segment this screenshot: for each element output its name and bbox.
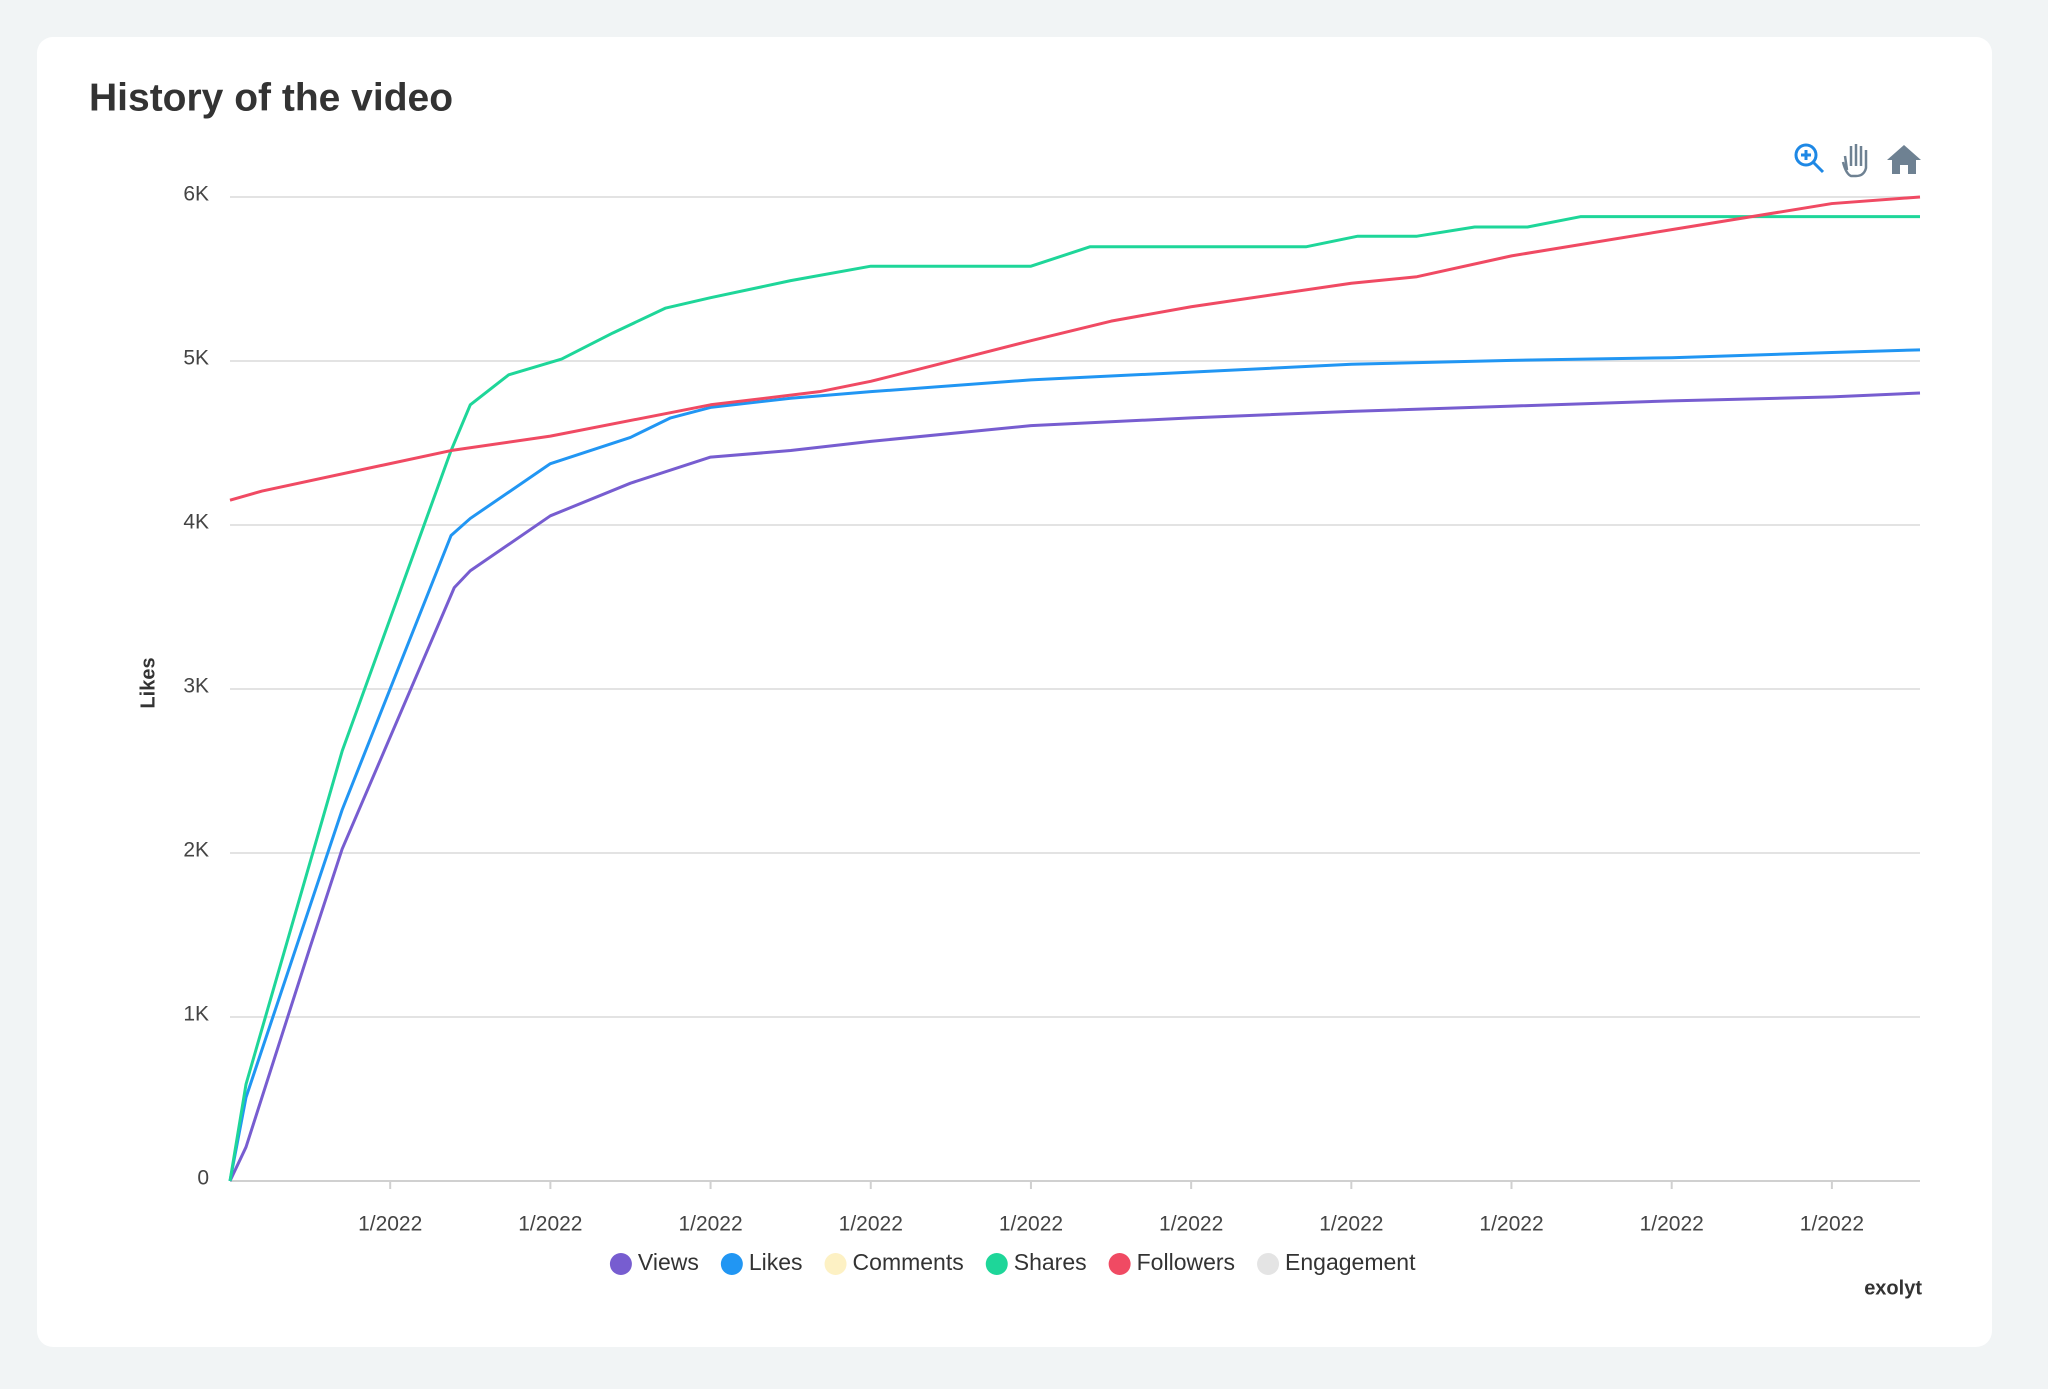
x-tick-label: 1/2022: [1800, 1213, 1864, 1236]
card: [37, 37, 1992, 1347]
y-tick-label: 0: [197, 1167, 209, 1190]
legend-item[interactable]: Comments: [824, 1249, 964, 1275]
legend-item[interactable]: Likes: [720, 1249, 803, 1275]
legend-label: Shares: [1014, 1249, 1087, 1275]
x-tick-label: 1/2022: [839, 1213, 903, 1236]
x-tick-label: 1/2022: [999, 1213, 1063, 1236]
watermark: exolyt: [1864, 1277, 1922, 1299]
x-tick-label: 1/2022: [1319, 1213, 1383, 1236]
x-tick-label: 1/2022: [1479, 1213, 1543, 1236]
legend: Views Likes Comments Shares Followers Engagem…: [609, 1249, 1416, 1275]
legend-swatch: [720, 1253, 743, 1275]
legend-label: Engagement: [1285, 1249, 1416, 1275]
legend-label: Comments: [853, 1249, 964, 1275]
line-series: [229, 195, 1921, 502]
y-tick-label: 2K: [183, 839, 209, 862]
pan-icon[interactable]: [1841, 144, 1868, 178]
x-tick-label: 1/2022: [1640, 1213, 1704, 1236]
line-series: [228, 348, 1921, 1182]
legend-item[interactable]: Followers: [1108, 1249, 1235, 1275]
y-tick-label: 3K: [183, 675, 209, 698]
chart-title: History of the video: [89, 76, 453, 119]
legend-swatch: [1257, 1253, 1280, 1275]
x-tick-label: 1/2022: [678, 1213, 742, 1236]
y-tick-label: 5K: [183, 347, 209, 370]
legend-label: Likes: [749, 1249, 803, 1275]
x-tick-label: 1/2022: [358, 1213, 422, 1236]
legend-label: Views: [638, 1249, 699, 1275]
legend-item[interactable]: Views: [609, 1249, 699, 1275]
legend-item[interactable]: Engagement: [1257, 1249, 1416, 1275]
y-tick-label: 6K: [183, 183, 209, 206]
x-tick-label: 1/2022: [518, 1213, 582, 1236]
y-tick-label: 4K: [183, 511, 209, 534]
legend-item[interactable]: Shares: [985, 1249, 1087, 1275]
legend-label: Followers: [1137, 1249, 1235, 1275]
x-tick-label: 1/2022: [1159, 1213, 1223, 1236]
line-series: [228, 215, 1920, 1182]
legend-swatch: [824, 1253, 847, 1275]
y-axis-title: Likes: [137, 657, 159, 708]
legend-swatch: [1108, 1253, 1131, 1275]
legend-swatch: [985, 1253, 1008, 1275]
y-tick-label: 1K: [183, 1003, 209, 1026]
home-icon[interactable]: [1887, 145, 1921, 174]
zoom-icon[interactable]: [1794, 143, 1825, 174]
legend-swatch: [609, 1253, 632, 1275]
line-series: [228, 391, 1921, 1182]
